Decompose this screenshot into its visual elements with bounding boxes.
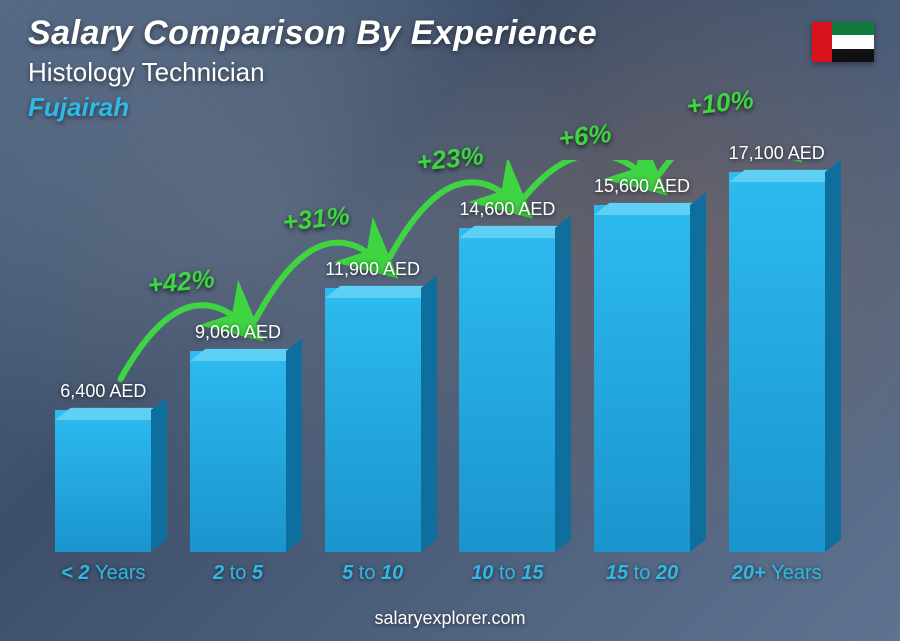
bar-value-label: 17,100 AED — [729, 143, 825, 164]
increase-pct-label: +6% — [557, 118, 613, 154]
bar-category-label: 15 to 20 — [606, 562, 678, 585]
bar-front — [190, 351, 286, 552]
bar-category-label: 20+ Years — [732, 562, 822, 585]
bar-top — [729, 170, 840, 182]
bar-value-label: 9,060 AED — [195, 322, 281, 343]
bar-category-label: 5 to 10 — [342, 562, 403, 585]
bar-value-label: 14,600 AED — [459, 199, 555, 220]
chart-subtitle: Histology Technician — [28, 57, 872, 88]
bar — [325, 288, 421, 552]
bar — [55, 410, 151, 552]
bar-side — [555, 215, 571, 552]
bar-column: 17,100 AED20+ Years — [709, 160, 844, 585]
bar-category-label: 2 to 5 — [213, 562, 263, 585]
bar — [459, 228, 555, 552]
bar-top — [594, 203, 705, 215]
bar-value-label: 6,400 AED — [60, 381, 146, 402]
bar-column: 6,400 AED < 2 Years — [36, 160, 171, 585]
chart-stage: Salary Comparison By Experience Histolog… — [0, 0, 900, 641]
flag-hoist — [812, 22, 832, 62]
uae-flag-icon — [812, 22, 874, 62]
bar-side — [825, 159, 841, 552]
bar — [190, 351, 286, 552]
bar-front — [459, 228, 555, 552]
bar-side — [286, 338, 302, 552]
bar-value-label: 11,900 AED — [325, 259, 420, 280]
bar-column: 14,600 AED 10 to 15 — [440, 160, 575, 585]
footer-credit: salaryexplorer.com — [0, 608, 900, 629]
bars-container: 6,400 AED < 2 Years 9,060 AED 2 to 5 11,900 … — [36, 160, 844, 585]
bar-front — [55, 410, 151, 552]
bar-value-label: 15,600 AED — [594, 176, 690, 197]
chart-area: 6,400 AED < 2 Years 9,060 AED 2 to 5 11,900 … — [36, 160, 844, 585]
chart-title: Salary Comparison By Experience — [28, 14, 872, 53]
bar-category-label: < 2 Years — [61, 562, 145, 585]
bar-front — [729, 172, 825, 552]
bar-side — [690, 192, 706, 552]
bar-top — [190, 349, 301, 361]
bar-side — [151, 397, 167, 552]
bar-front — [325, 288, 421, 552]
bar-category-label: 10 to 15 — [471, 562, 543, 585]
bar-side — [421, 275, 437, 552]
bar-column: 15,600 AED 15 to 20 — [575, 160, 710, 585]
bar-top — [325, 286, 436, 298]
bar — [729, 172, 825, 552]
bar-front — [594, 205, 690, 552]
bar — [594, 205, 690, 552]
